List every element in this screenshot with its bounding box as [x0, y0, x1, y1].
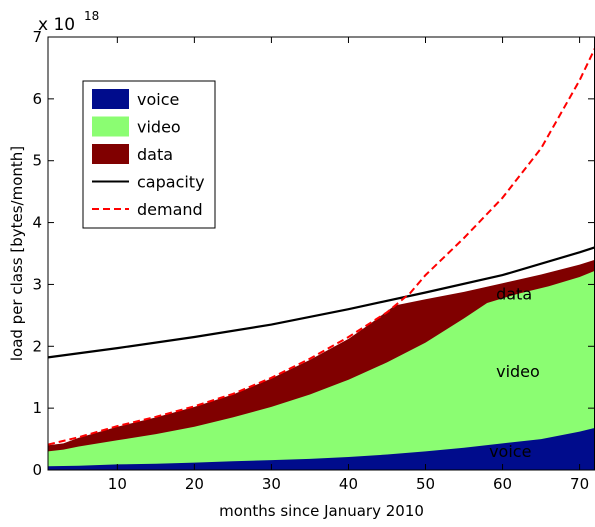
x-tick-label: 30 — [262, 475, 281, 493]
x-tick-label: 70 — [570, 475, 589, 493]
y-tick-label: 4 — [32, 214, 42, 232]
area-labels-layer: data video voice — [489, 284, 540, 461]
legend: voice video data capacity demand — [82, 80, 216, 229]
x-tick-label: 40 — [339, 475, 358, 493]
area-label-data: data — [496, 284, 532, 303]
legend-swatch-video — [92, 116, 129, 137]
y-tick-label: 6 — [32, 90, 42, 108]
y-tick-label: 5 — [32, 152, 42, 170]
x-tick-label: 20 — [185, 475, 204, 493]
legend-swatch-data — [92, 144, 129, 164]
legend-label-voice: voice — [137, 90, 179, 109]
y-exponent-power: 18 — [84, 9, 99, 23]
legend-label-demand: demand — [137, 200, 203, 219]
line-capacity — [47, 246, 595, 359]
legend-label-data: data — [137, 145, 173, 164]
y-exponent-label: x 10 — [38, 15, 75, 35]
x-tick-label: 50 — [416, 475, 435, 493]
area-label-video: video — [496, 362, 540, 381]
y-tick-label: 3 — [32, 275, 42, 293]
area-voice — [48, 427, 595, 470]
legend-label-capacity: capacity — [137, 173, 205, 192]
legend-swatch-voice — [92, 89, 129, 109]
y-tick-label: 1 — [32, 399, 42, 417]
x-tick-label: 10 — [108, 475, 127, 493]
y-axis-label: load per class [bytes/month] — [8, 146, 26, 361]
y-tick-label: 2 — [32, 337, 42, 355]
legend-label-video: video — [137, 118, 181, 137]
area-video — [48, 270, 595, 470]
x-tick-label: 60 — [493, 475, 512, 493]
line-demand — [47, 47, 595, 446]
x-axis-label: months since January 2010 — [219, 502, 424, 520]
area-label-voice: voice — [489, 442, 531, 461]
y-tick-label: 7 — [32, 28, 42, 46]
y-tick-label: 0 — [32, 461, 42, 479]
areas-layer — [48, 259, 595, 470]
lines-layer — [47, 47, 595, 446]
ticks-layer: 10 20 30 40 50 60 70 0 1 2 3 4 5 6 7 — [32, 28, 594, 493]
